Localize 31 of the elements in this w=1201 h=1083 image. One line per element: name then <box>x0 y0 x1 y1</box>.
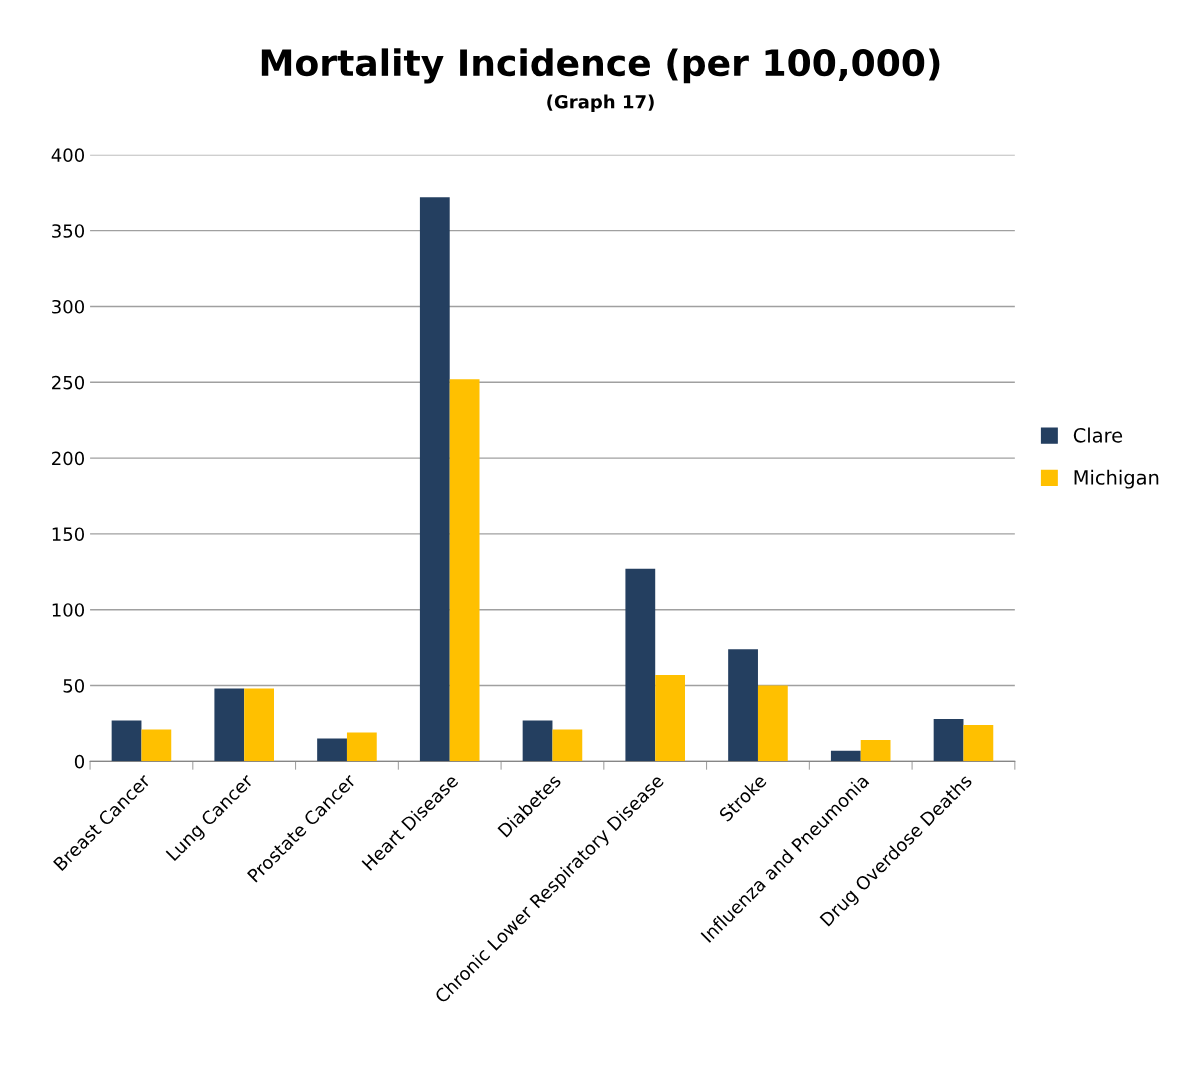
bar <box>728 649 758 762</box>
chart-subtitle: (Graph 17) <box>547 94 654 113</box>
y-tick-label: 50 <box>63 679 85 693</box>
bar <box>214 688 245 762</box>
legend-label: Michigan <box>1074 469 1159 489</box>
bar <box>757 685 788 762</box>
bar <box>963 724 994 762</box>
bar <box>860 740 891 762</box>
bar <box>111 720 142 762</box>
bar <box>655 674 686 762</box>
y-tick-label: 350 <box>52 224 85 238</box>
bar <box>625 568 656 762</box>
y-tick-label: 400 <box>51 148 85 162</box>
bar <box>933 718 964 762</box>
y-tick-label: 0 <box>74 754 85 769</box>
bar <box>244 688 274 762</box>
bar <box>346 732 377 762</box>
bar <box>419 197 450 762</box>
legend-label: Clare <box>1073 427 1123 443</box>
bar <box>552 729 583 762</box>
y-tick-label: 200 <box>52 451 85 466</box>
bar <box>449 379 480 762</box>
bar <box>317 738 347 762</box>
y-tick-label: 150 <box>52 527 85 542</box>
bar <box>830 750 861 762</box>
y-tick-label: 100 <box>52 603 85 617</box>
y-tick-label: 250 <box>52 375 85 390</box>
bar <box>522 720 553 762</box>
bar <box>141 729 172 762</box>
y-tick-label: 300 <box>52 299 85 314</box>
chart-title: Mortality Incidence (per 100,000) <box>261 48 940 84</box>
